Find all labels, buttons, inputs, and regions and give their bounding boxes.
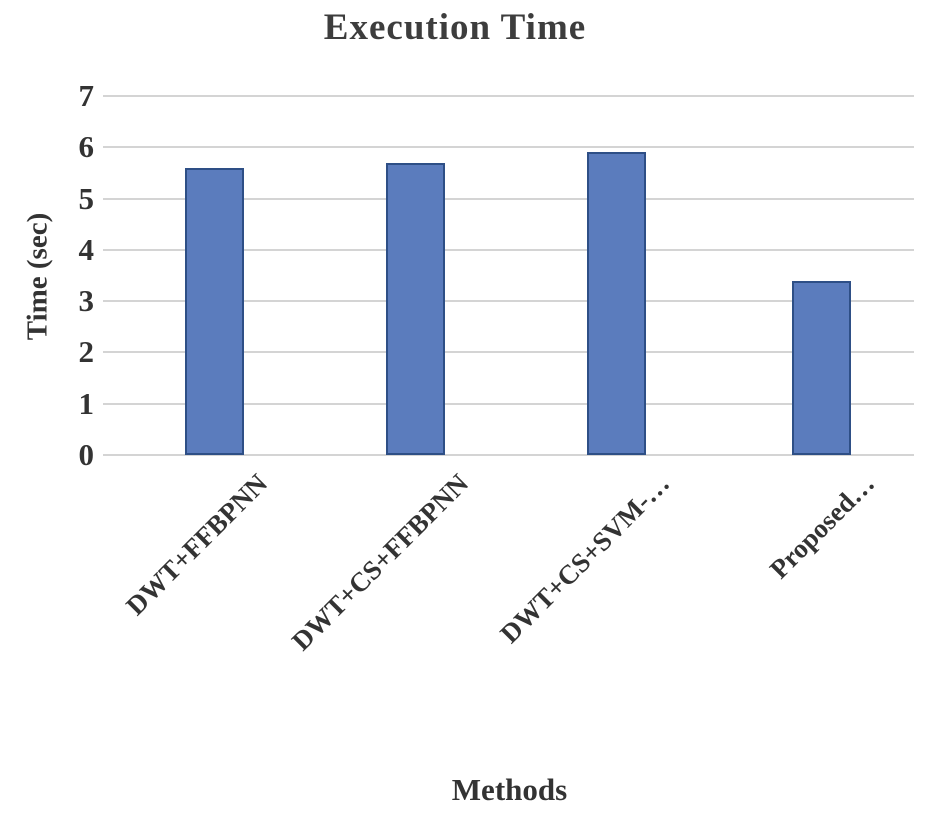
x-axis-title: Methods [451,772,568,807]
gridline [103,95,914,97]
y-tick-label: 1 [78,385,95,421]
y-tick-label: 7 [78,78,95,113]
gridline [103,300,914,303]
gridline [103,197,914,200]
gridline [103,248,914,251]
chart-title: Execution Time [323,7,587,48]
bar [184,167,244,455]
gridline [103,402,914,405]
y-tick-label: 0 [78,437,95,472]
x-tick-label: DWT+FFBPNN [120,468,274,622]
gridline [103,454,914,456]
y-tick-label: 4 [78,231,95,267]
y-tick-label: 3 [78,283,95,319]
gridline [103,351,914,354]
bar [791,280,851,455]
bar [586,152,646,455]
y-tick-label: 6 [78,129,95,165]
y-tick-label: 5 [78,180,95,216]
gridline [103,146,914,149]
bar [385,162,445,455]
y-tick-label: 2 [78,334,95,370]
